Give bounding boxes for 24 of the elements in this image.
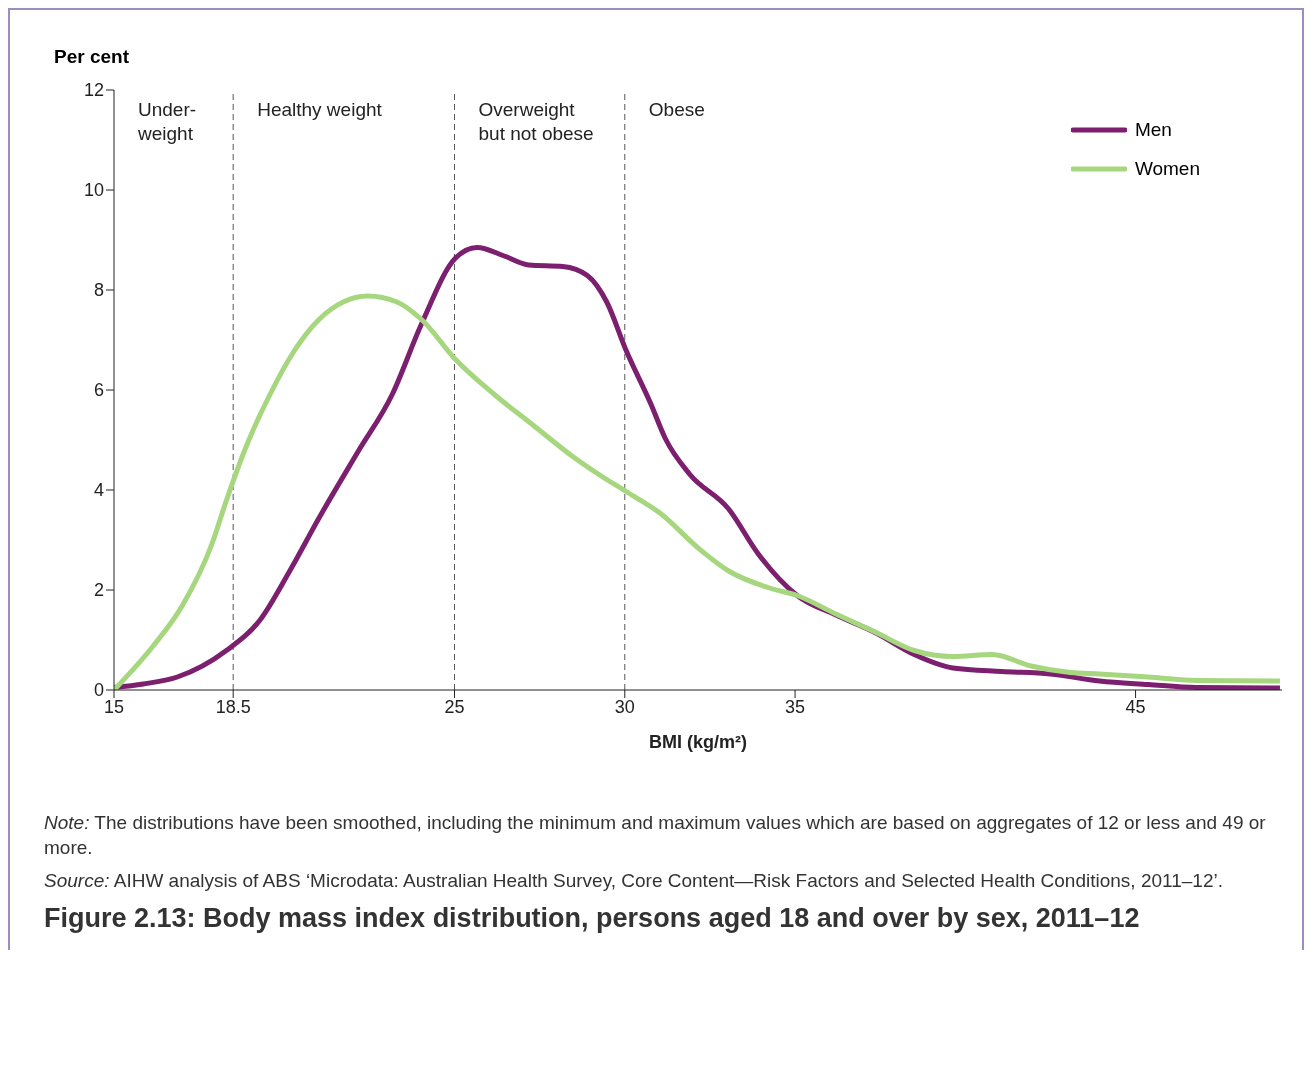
annotation: Under- weight [137,99,197,144]
x-tick-label: 25 [444,696,465,717]
x-tick-label: 30 [614,696,635,717]
x-tick-label: 18.5 [215,696,251,717]
annotation: Healthy weight [257,99,383,120]
y-tick-label: 6 [93,380,104,401]
annotation: Obese [648,99,705,120]
x-axis-title: BMI (kg/m²) [649,732,747,752]
y-tick-label: 8 [93,280,104,301]
annotation: Overweight but not obese [478,99,594,144]
y-tick-label: 10 [83,180,104,201]
x-tick-label: 35 [785,696,806,717]
y-tick-label: 4 [93,480,104,501]
x-tick-label: 15 [103,696,125,717]
y-axis-title: Per cent [54,46,129,67]
text: Note: The distributions have been smoothed, including the minimum and maximum values which are based on aggregates of 12 or less and 49 or more. [44,812,1266,858]
y-tick-label: 12 [83,80,104,101]
legend-label: Men [1134,118,1172,141]
y-tick-label: 2 [93,580,104,601]
x-tick-label: 45 [1125,696,1146,717]
source-note: Source: AIHW analysis of ABS ‘Microdata: Australian Health Survey, Core Content—Risk Factors and Selected Health Conditions, 2011–12’. [44,870,1223,891]
text: Figure 2.13: Body mass index distribution, persons aged 18 and over by sex, 2011–12 [44,903,1140,933]
y-tick-label: 0 [93,680,104,701]
legend-label: Women [1134,157,1200,180]
